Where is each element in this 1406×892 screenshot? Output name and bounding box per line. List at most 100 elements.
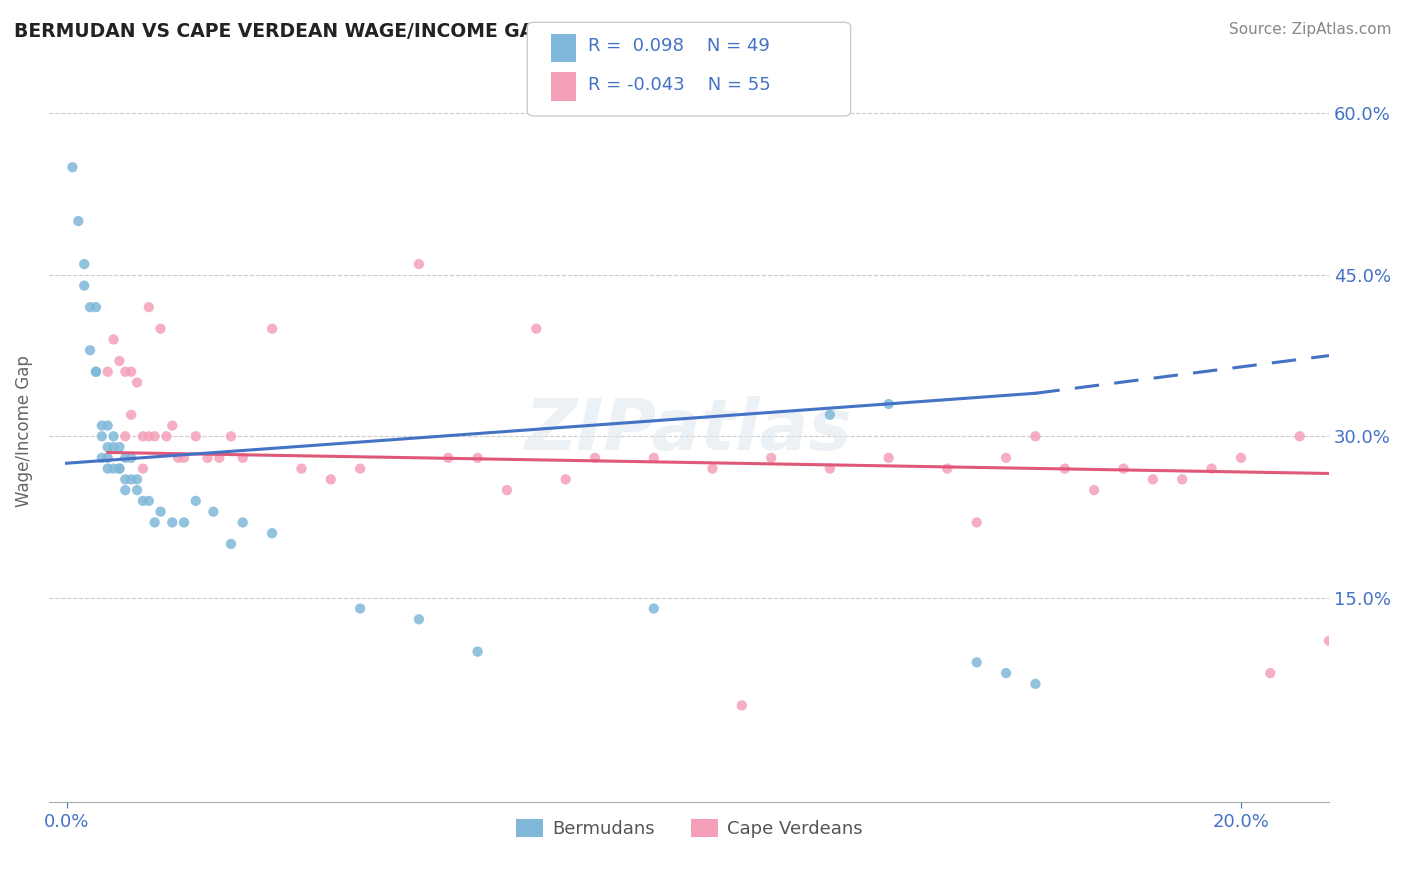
Point bbox=[97, 365, 120, 379]
Point bbox=[208, 450, 231, 465]
Point bbox=[995, 666, 1018, 681]
Y-axis label: Wage/Income Gap: Wage/Income Gap bbox=[15, 355, 32, 507]
Point bbox=[108, 440, 131, 454]
Point bbox=[173, 450, 195, 465]
Point bbox=[97, 461, 120, 475]
Point bbox=[149, 505, 172, 519]
Point bbox=[1201, 461, 1223, 475]
Point bbox=[84, 365, 107, 379]
Point bbox=[90, 418, 112, 433]
Point bbox=[496, 483, 519, 497]
Point bbox=[162, 418, 184, 433]
Point bbox=[966, 656, 988, 670]
Point bbox=[143, 429, 166, 443]
Text: BERMUDAN VS CAPE VERDEAN WAGE/INCOME GAP CORRELATION CHART: BERMUDAN VS CAPE VERDEAN WAGE/INCOME GAP… bbox=[14, 22, 779, 41]
Point bbox=[262, 526, 284, 541]
Point bbox=[79, 343, 101, 358]
Point bbox=[219, 429, 242, 443]
Point bbox=[90, 429, 112, 443]
Point bbox=[1347, 429, 1369, 443]
Point bbox=[437, 450, 460, 465]
Point bbox=[114, 472, 136, 486]
Point bbox=[108, 461, 131, 475]
Point bbox=[125, 472, 148, 486]
Point bbox=[1288, 429, 1310, 443]
Point bbox=[108, 354, 131, 368]
Point bbox=[290, 461, 312, 475]
Text: R =  0.098    N = 49: R = 0.098 N = 49 bbox=[588, 37, 769, 55]
Point bbox=[173, 516, 195, 530]
Point bbox=[219, 537, 242, 551]
Point bbox=[120, 450, 142, 465]
Point bbox=[79, 300, 101, 314]
Point bbox=[138, 429, 160, 443]
Point bbox=[936, 461, 959, 475]
Legend: Bermudans, Cape Verdeans: Bermudans, Cape Verdeans bbox=[509, 812, 869, 846]
Point bbox=[232, 450, 254, 465]
Point bbox=[103, 333, 125, 347]
Point bbox=[262, 321, 284, 335]
Point bbox=[84, 300, 107, 314]
Point bbox=[138, 494, 160, 508]
Point bbox=[349, 461, 371, 475]
Point bbox=[132, 429, 155, 443]
Point bbox=[818, 408, 841, 422]
Point bbox=[1142, 472, 1164, 486]
Point bbox=[143, 516, 166, 530]
Point bbox=[197, 450, 219, 465]
Point bbox=[114, 450, 136, 465]
Point bbox=[966, 516, 988, 530]
Point bbox=[97, 440, 120, 454]
Point bbox=[84, 365, 107, 379]
Point bbox=[184, 429, 207, 443]
Point bbox=[125, 376, 148, 390]
Point bbox=[319, 472, 342, 486]
Point bbox=[120, 408, 142, 422]
Point bbox=[167, 450, 190, 465]
Point bbox=[73, 278, 96, 293]
Point bbox=[97, 418, 120, 433]
Point bbox=[408, 257, 430, 271]
Point bbox=[1317, 633, 1340, 648]
Point bbox=[467, 450, 489, 465]
Text: Source: ZipAtlas.com: Source: ZipAtlas.com bbox=[1229, 22, 1392, 37]
Point bbox=[1112, 461, 1135, 475]
Point bbox=[1171, 472, 1194, 486]
Point bbox=[554, 472, 576, 486]
Point bbox=[114, 483, 136, 497]
Point bbox=[877, 397, 900, 411]
Point bbox=[138, 300, 160, 314]
Point bbox=[877, 450, 900, 465]
Point bbox=[1053, 461, 1076, 475]
Point bbox=[149, 321, 172, 335]
Point bbox=[132, 461, 155, 475]
Point bbox=[349, 601, 371, 615]
Point bbox=[97, 450, 120, 465]
Point bbox=[103, 429, 125, 443]
Point bbox=[90, 450, 112, 465]
Point bbox=[108, 461, 131, 475]
Point bbox=[408, 612, 430, 626]
Point bbox=[120, 472, 142, 486]
Point bbox=[643, 601, 665, 615]
Point bbox=[103, 461, 125, 475]
Point bbox=[114, 365, 136, 379]
Point bbox=[1258, 666, 1281, 681]
Point bbox=[702, 461, 724, 475]
Point bbox=[1230, 450, 1253, 465]
Point bbox=[995, 450, 1018, 465]
Point bbox=[62, 160, 84, 174]
Point bbox=[232, 516, 254, 530]
Text: ZIPatlas: ZIPatlas bbox=[526, 396, 852, 466]
Point bbox=[1024, 677, 1046, 691]
Point bbox=[103, 440, 125, 454]
Point bbox=[125, 483, 148, 497]
Point bbox=[761, 450, 783, 465]
Point bbox=[73, 257, 96, 271]
Point bbox=[1083, 483, 1105, 497]
Point bbox=[643, 450, 665, 465]
Point bbox=[524, 321, 547, 335]
Point bbox=[818, 461, 841, 475]
Point bbox=[120, 365, 142, 379]
Point bbox=[132, 494, 155, 508]
